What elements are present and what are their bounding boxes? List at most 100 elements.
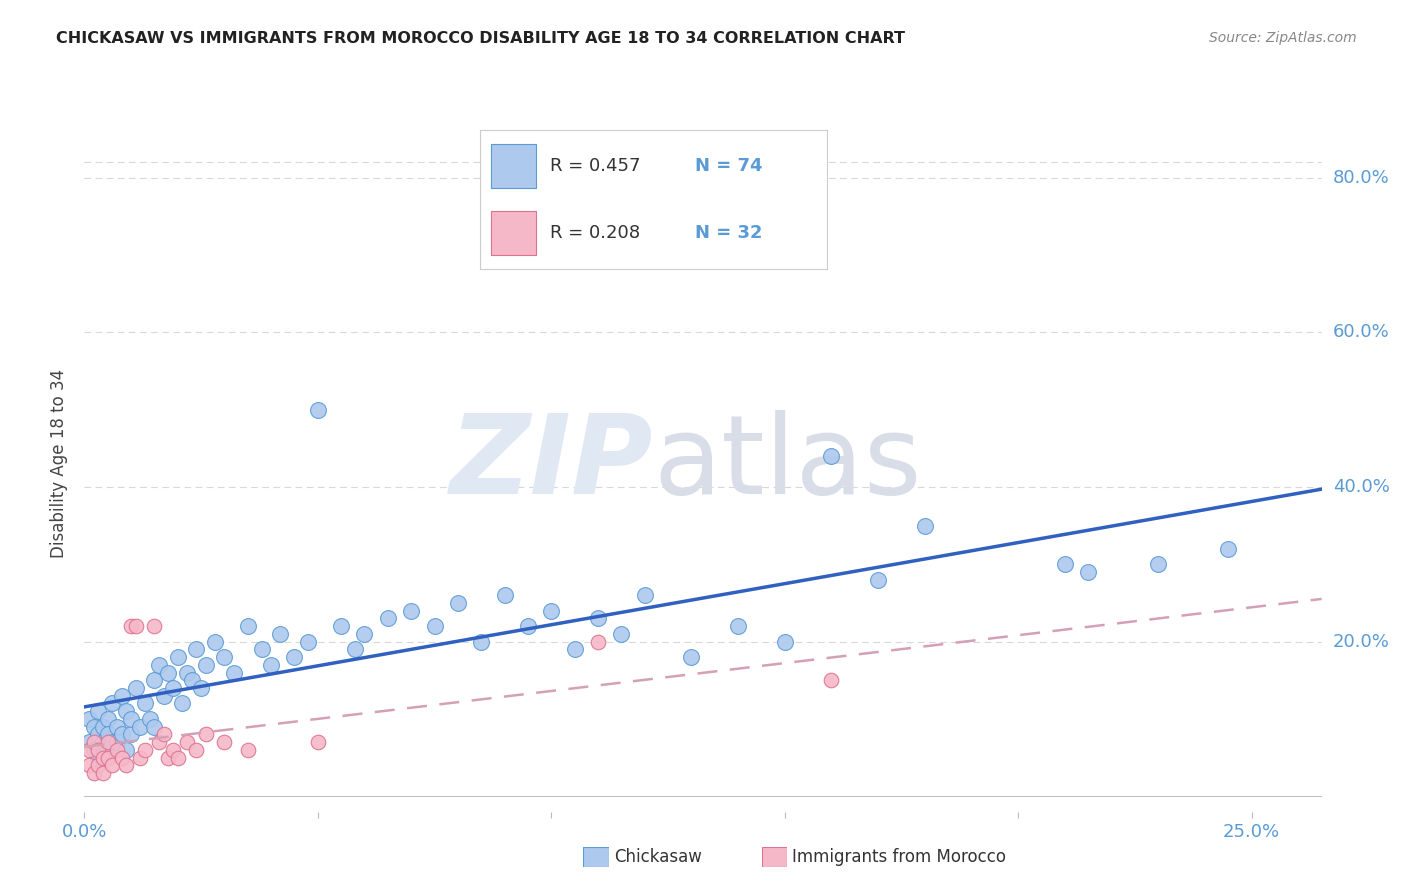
Point [83,766,105,780]
Point [610,627,633,641]
Text: Chickasaw: Chickasaw [614,848,703,866]
Point [157,665,180,680]
Point [134,743,156,757]
Point [353,627,375,641]
Point [143,673,166,688]
Point [83,743,105,757]
Point [101,697,124,711]
Point [125,619,148,633]
Point [162,743,184,757]
Point [236,743,259,757]
Point [214,650,236,665]
Point [120,727,142,741]
Point [152,689,174,703]
Point [129,750,152,764]
Point [176,665,198,680]
Point [77,735,100,749]
Point [914,518,936,533]
Point [105,735,128,749]
Point [101,735,124,749]
Text: ZIP: ZIP [450,410,654,517]
Point [1077,565,1099,579]
Point [120,619,142,633]
Point [564,642,586,657]
Text: 60.0%: 60.0% [1333,324,1389,342]
Point [101,758,124,772]
Point [773,634,796,648]
Point [115,704,138,718]
Point [194,727,217,741]
Point [125,681,148,695]
Point [105,743,128,757]
Point [166,650,188,665]
Point [494,588,516,602]
Point [307,735,329,749]
Point [91,735,114,749]
Point [297,634,319,648]
Point [633,588,655,602]
Point [377,611,399,625]
Point [97,727,120,741]
Point [87,704,110,718]
Point [138,712,160,726]
Y-axis label: Disability Age 18 to 34: Disability Age 18 to 34 [51,369,69,558]
Text: Source: ZipAtlas.com: Source: ZipAtlas.com [1209,31,1357,45]
Point [91,766,114,780]
Text: 40.0%: 40.0% [1333,478,1389,496]
Point [180,673,202,688]
Point [91,720,114,734]
Text: CHICKASAW VS IMMIGRANTS FROM MOROCCO DISABILITY AGE 18 TO 34 CORRELATION CHART: CHICKASAW VS IMMIGRANTS FROM MOROCCO DIS… [56,31,905,46]
Point [152,727,174,741]
Point [148,735,170,749]
Point [236,619,259,633]
Point [87,743,110,757]
Point [83,720,105,734]
Point [162,681,184,695]
Point [166,750,188,764]
Point [97,750,120,764]
Point [186,743,208,757]
Point [115,758,138,772]
Point [470,634,492,648]
Text: 80.0%: 80.0% [1333,169,1389,186]
Point [87,758,110,772]
Point [83,735,105,749]
Point [447,596,470,610]
Point [176,735,198,749]
Point [868,573,890,587]
Point [111,727,134,741]
Point [194,657,217,672]
Point [399,604,422,618]
Point [307,402,329,417]
Point [250,642,273,657]
Text: 20.0%: 20.0% [1333,632,1389,650]
Point [186,642,208,657]
Point [820,673,842,688]
Point [214,735,236,749]
Point [204,634,226,648]
Point [283,650,305,665]
Point [157,750,180,764]
Point [681,650,703,665]
Point [148,657,170,672]
Point [77,743,100,757]
Point [516,619,538,633]
Point [586,634,609,648]
Text: Immigrants from Morocco: Immigrants from Morocco [792,848,1005,866]
Point [77,758,100,772]
Point [87,750,110,764]
Point [260,657,283,672]
Point [115,743,138,757]
Point [111,750,134,764]
Point [143,720,166,734]
Point [111,689,134,703]
Point [87,727,110,741]
Point [820,449,842,463]
Point [727,619,749,633]
Point [172,697,194,711]
Point [190,681,212,695]
Point [330,619,353,633]
Point [222,665,245,680]
Point [97,735,120,749]
Point [105,720,128,734]
